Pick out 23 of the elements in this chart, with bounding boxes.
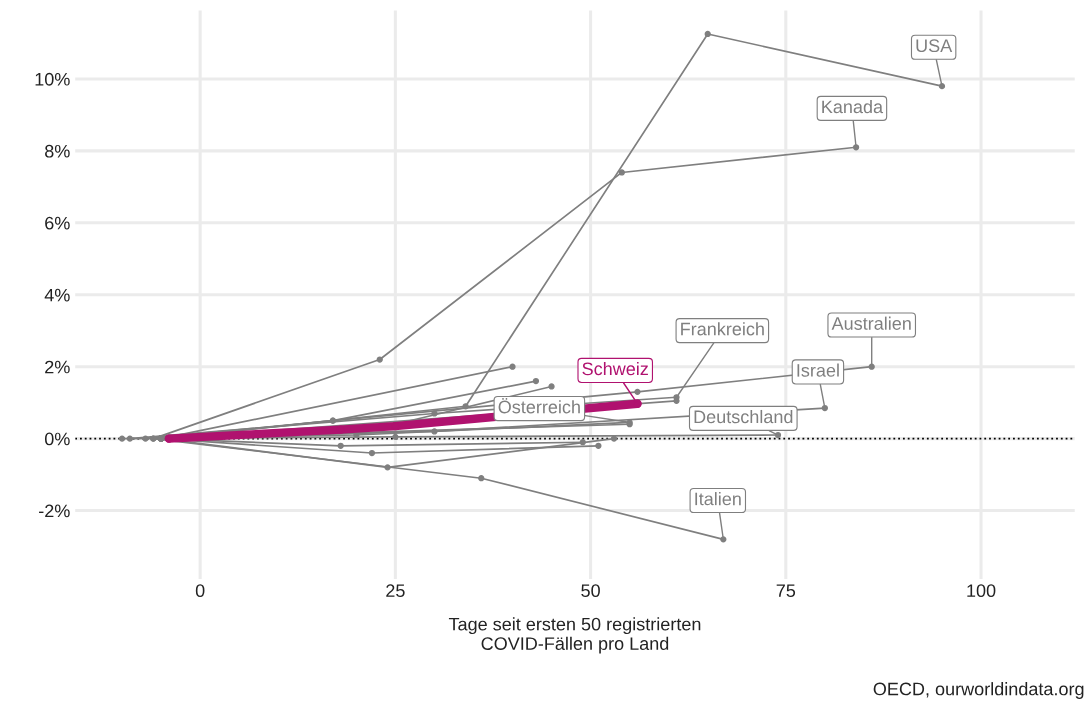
series-label: USA (916, 39, 953, 53)
x-tick-label: 0 (195, 584, 205, 598)
series-label: Schweiz (582, 362, 648, 376)
y-tick-label: 0% (44, 432, 70, 446)
y-tick-label: -2% (39, 504, 70, 518)
x-axis-title: Tage seit ersten 50 registrierten COVID-Fällen pro Land (448, 617, 701, 654)
series-label: Italien (695, 492, 741, 506)
y-tick-label: 10% (35, 72, 70, 86)
y-tick-label: 2% (45, 360, 70, 374)
x-tick-label: 50 (581, 584, 600, 598)
series-label: Israel (797, 363, 839, 377)
series-label: Deutschland (694, 409, 793, 424)
text: Frankreich (681, 322, 764, 336)
y-tick-label: 8% (45, 144, 70, 158)
y-tick-label: 6% (45, 216, 70, 230)
x-tick-label: 25 (386, 584, 405, 598)
series-label: Österreich (498, 398, 580, 414)
x-tick-label: 75 (776, 584, 796, 598)
text: OECD, ourworldindata.org (873, 682, 1084, 699)
text: Australien (831, 316, 911, 330)
y-tick-label: 4% (44, 288, 70, 302)
text: Kanada (822, 99, 884, 114)
x-tick-label: 100 (967, 584, 996, 598)
